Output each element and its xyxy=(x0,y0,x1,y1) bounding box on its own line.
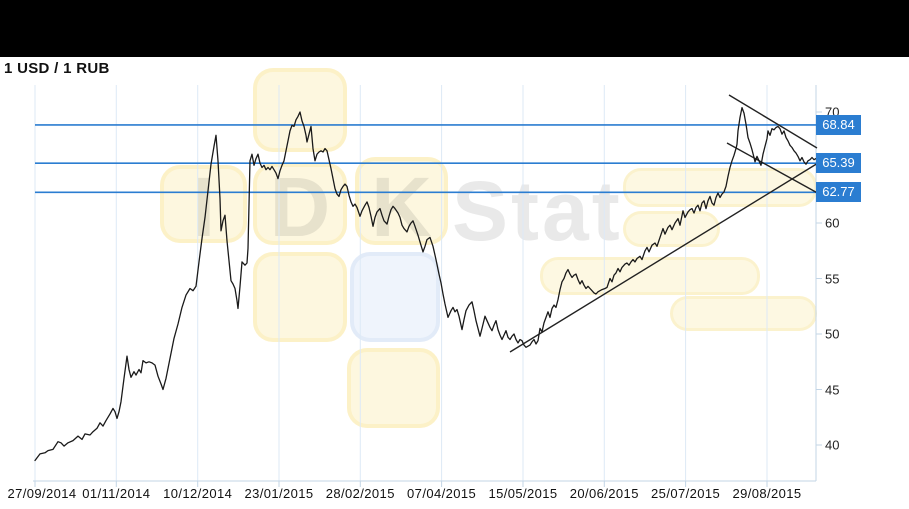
watermark-tile xyxy=(253,252,347,342)
watermark-bar xyxy=(540,257,760,295)
watermark-letter: D xyxy=(269,160,331,254)
trendline-descending-support xyxy=(726,142,824,197)
watermark-tile xyxy=(253,163,347,245)
top-black-bar xyxy=(0,0,909,57)
trendline-ascending-support xyxy=(509,159,824,353)
watermark-tile xyxy=(350,252,440,342)
watermark-stat-text: Stat xyxy=(452,164,623,258)
trendline-descending-resistance xyxy=(728,94,818,149)
watermark-tile xyxy=(347,348,440,428)
watermark-tile xyxy=(355,157,448,245)
watermark-letter: K xyxy=(371,160,432,254)
price-series-line xyxy=(34,106,821,462)
watermark-bar xyxy=(670,296,817,331)
page-title: 1 USD / 1 RUB xyxy=(4,60,110,77)
watermark-tile xyxy=(253,68,347,152)
